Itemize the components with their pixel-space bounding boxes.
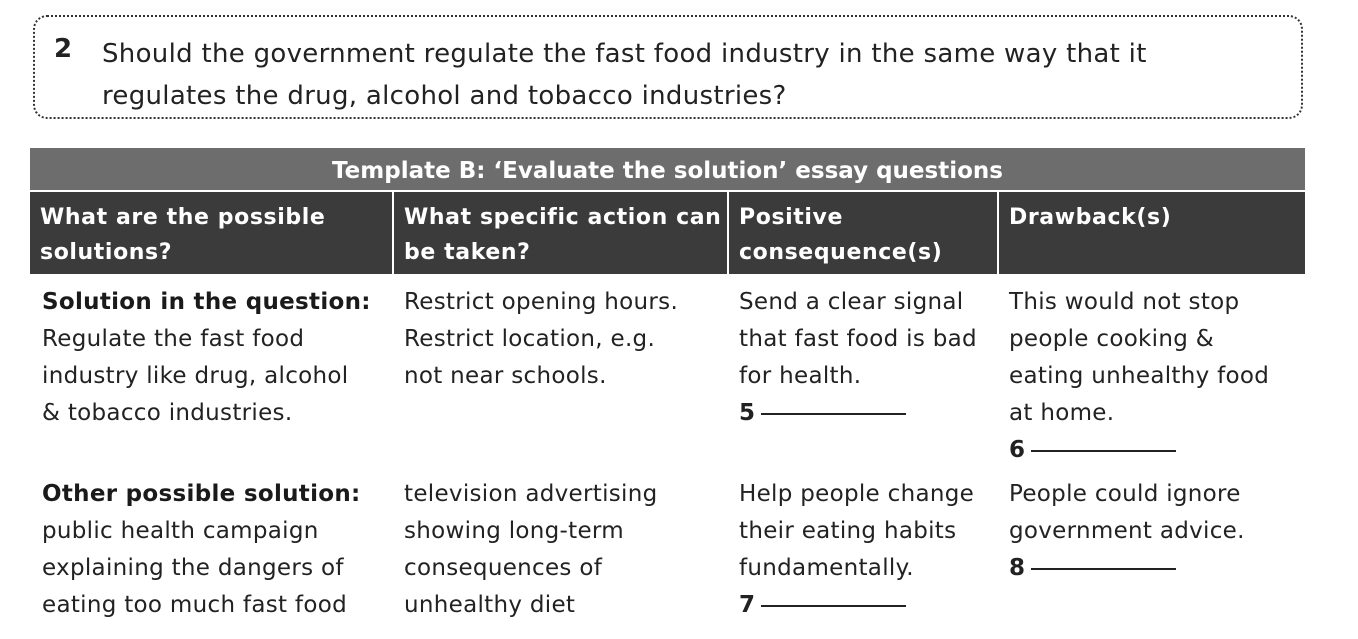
cell-line: that fast food is bad: [739, 326, 977, 352]
cell-line: eating too much fast food: [42, 592, 347, 618]
cell-line: explaining the dangers of: [42, 555, 344, 581]
question-box: [33, 15, 1303, 119]
header-solutions: What are the possible solutions?: [30, 192, 392, 274]
header-line: be taken?: [404, 240, 531, 265]
header-drawbacks: Drawback(s): [997, 192, 1305, 274]
cell-line: people cooking &: [1009, 326, 1214, 352]
cell-line: showing long-term: [404, 518, 624, 544]
answer-blank-6[interactable]: 6: [1009, 432, 1304, 469]
cell-line: public health campaign: [42, 518, 319, 544]
row2-solution: Other possible solution: public health c…: [42, 476, 392, 624]
cell-line: Send a clear signal: [739, 289, 964, 315]
header-line: Drawback(s): [1009, 205, 1172, 230]
cell-line: eating unhealthy food: [1009, 363, 1270, 389]
cell-line: not near schools.: [404, 363, 607, 389]
header-line: What specific action can: [404, 205, 722, 230]
question-text: Should the government regulate the fast …: [102, 33, 1272, 117]
question-line: regulates the drug, alcohol and tobacco …: [102, 81, 787, 111]
cell-line: fundamentally.: [739, 555, 914, 581]
answer-blank-8[interactable]: 8: [1009, 550, 1304, 587]
row1-drawback: This would not stop people cooking & eat…: [1009, 284, 1304, 469]
cell-line: Restrict location, e.g.: [404, 326, 656, 352]
cell-line: People could ignore: [1009, 481, 1241, 507]
cell-line: Help people change: [739, 481, 975, 507]
table-title: Template B: ‘Evaluate the solution’ essa…: [30, 148, 1305, 190]
header-line: solutions?: [40, 240, 173, 265]
solution-label: Other possible solution:: [42, 481, 361, 507]
header-line: consequence(s): [739, 240, 943, 265]
row1-solution: Solution in the question: Regulate the f…: [42, 284, 392, 432]
cell-line: for health.: [739, 363, 862, 389]
cell-line: & tobacco industries.: [42, 400, 293, 426]
cell-line: television advertising: [404, 481, 658, 507]
header-positive: Positive consequence(s): [727, 192, 997, 274]
cell-line: government advice.: [1009, 518, 1245, 544]
row1-positive: Send a clear signal that fast food is ba…: [739, 284, 999, 432]
cell-line: unhealthy diet: [404, 592, 576, 618]
cell-line: Regulate the fast food: [42, 326, 305, 352]
question-line: Should the government regulate the fast …: [102, 39, 1147, 69]
row2-action: television advertising showing long-term…: [404, 476, 724, 624]
cell-line: at home.: [1009, 400, 1115, 426]
cell-line: consequences of: [404, 555, 603, 581]
cell-line: industry like drug, alcohol: [42, 363, 349, 389]
row2-positive: Help people change their eating habits f…: [739, 476, 999, 624]
row1-action: Restrict opening hours. Restrict locatio…: [404, 284, 724, 395]
solution-label: Solution in the question:: [42, 289, 371, 315]
answer-blank-7[interactable]: 7: [739, 587, 999, 624]
header-action: What specific action can be taken?: [392, 192, 727, 274]
header-line: What are the possible: [40, 205, 326, 230]
answer-blank-5[interactable]: 5: [739, 395, 999, 432]
cell-line: Restrict opening hours.: [404, 289, 679, 315]
question-number: 2: [54, 34, 73, 64]
cell-line: This would not stop: [1009, 289, 1240, 315]
table-header-row: What are the possible solutions? What sp…: [30, 192, 1305, 274]
cell-line: their eating habits: [739, 518, 957, 544]
row2-drawback: People could ignore government advice. 8: [1009, 476, 1304, 587]
header-line: Positive: [739, 205, 843, 230]
